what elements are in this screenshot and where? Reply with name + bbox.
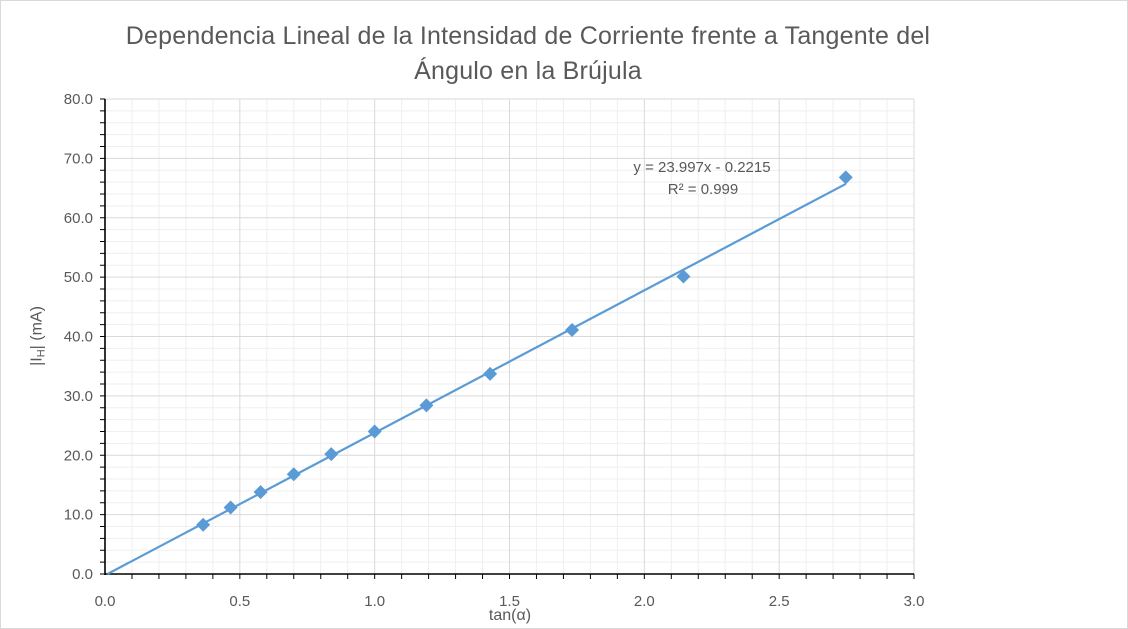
x-tick-label: 2.5: [769, 593, 790, 610]
data-point: [419, 398, 434, 413]
data-point: [367, 424, 382, 439]
y-tick-label: 0.0: [72, 566, 93, 583]
y-tick-label: 20.0: [64, 447, 93, 464]
trendline: [106, 182, 847, 575]
data-point: [324, 447, 339, 462]
trendline-r-squared: R² = 0.999: [668, 181, 738, 198]
major-gridlines: [105, 98, 915, 574]
data-point: [286, 467, 301, 482]
y-tick-label: 80.0: [64, 91, 93, 108]
axes: [100, 98, 915, 579]
x-tick-label: 1.5: [499, 593, 520, 610]
data-point: [565, 322, 580, 337]
x-tick-label: 2.0: [634, 593, 655, 610]
x-tick-label: 3.0: [904, 593, 925, 610]
y-tick-label: 70.0: [64, 150, 93, 167]
data-point: [253, 485, 268, 500]
x-tick-label: 1.0: [364, 593, 385, 610]
y-tick-label: 30.0: [64, 388, 93, 405]
y-tick-label: 10.0: [64, 507, 93, 524]
data-point: [223, 500, 238, 515]
chart-title-line2: Ángulo en la Brújula: [414, 57, 642, 85]
data-points: [196, 170, 853, 532]
data-point: [483, 366, 498, 381]
x-tick-label: 0.5: [229, 593, 250, 610]
trendline-group: [106, 182, 847, 575]
chart-title-line1: Dependencia Lineal de la Intensidad de C…: [125, 22, 931, 50]
y-tick-label: 40.0: [64, 329, 93, 346]
data-point: [676, 269, 691, 284]
tick-labels: 0.0 0.5 1.0 1.5 2.0 2.5 3.0 0.0 10.0 20.0 30.0 40.0…: [64, 91, 925, 610]
trendline-equation: y = 23.997x - 0.2215: [633, 159, 770, 176]
data-point: [838, 170, 853, 185]
y-tick-label: 60.0: [64, 210, 93, 227]
y-tick-label: 50.0: [64, 269, 93, 286]
x-tick-label: 0.0: [95, 593, 116, 610]
data-point: [196, 517, 211, 532]
x-axis-label: tan(α): [489, 607, 531, 624]
